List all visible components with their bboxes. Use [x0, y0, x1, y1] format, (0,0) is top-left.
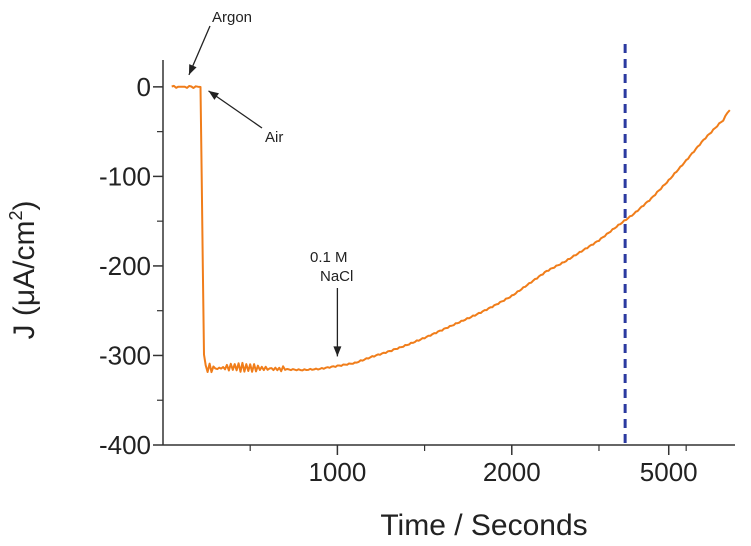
x-tick-label-1: 2000	[483, 457, 541, 487]
annotation-nacl-arrow-head	[333, 346, 342, 357]
y-tick-label-2: -200	[99, 251, 151, 281]
series-line-0	[171, 84, 731, 374]
y-axis-title-main: J (μA/cm	[8, 221, 41, 340]
annotation-argon-arrow-head	[188, 64, 197, 75]
y-axis-title-close: )	[8, 201, 41, 211]
annotation-argon: Argon	[212, 9, 252, 26]
x-tick-label-0: 1000	[308, 457, 366, 487]
annotation-air-arrow-head	[208, 90, 219, 100]
y-axis-title-sup: 2	[6, 211, 26, 221]
x-axis-title: Time / Seconds	[380, 509, 587, 542]
y-axis-title: J (μA/cm2)	[6, 201, 41, 340]
y-tick-label-1: -100	[99, 161, 151, 191]
annotation-air-arrow-line	[208, 90, 263, 129]
x-tick-label-2: 5000	[640, 457, 698, 487]
annotation-nacl: NaCl	[320, 268, 353, 285]
y-tick-label-4: -400	[99, 430, 151, 460]
series-layer	[171, 84, 731, 374]
annotation-layer: Argon Air 0.1 M NaCl	[188, 9, 353, 357]
annotation-air: Air	[265, 129, 283, 146]
axis-titles: Time / Seconds J (μA/cm2)	[6, 201, 588, 542]
annotation-nacl-conc: 0.1 M	[310, 249, 348, 266]
y-tick-label-0: 0	[137, 72, 151, 102]
axes: 0 -100 -200 -300 -400 1000 2000 5000	[99, 60, 735, 487]
y-tick-label-3: -300	[99, 340, 151, 370]
